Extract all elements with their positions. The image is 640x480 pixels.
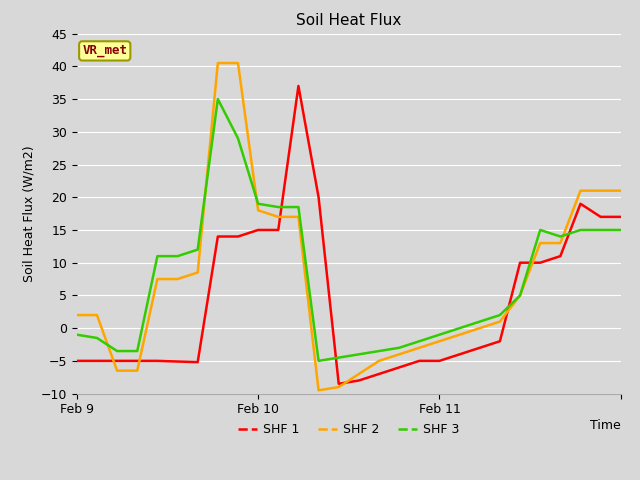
SHF 1 <box>234 234 242 240</box>
SHF 1 <box>516 260 524 265</box>
SHF 2 <box>617 188 625 193</box>
SHF 2 <box>254 207 262 213</box>
Legend: SHF 1, SHF 2, SHF 3: SHF 1, SHF 2, SHF 3 <box>233 419 465 441</box>
SHF 1 <box>496 338 504 344</box>
SHF 1 <box>597 214 605 220</box>
SHF 3 <box>254 201 262 207</box>
SHF 3 <box>294 204 302 210</box>
SHF 2 <box>294 214 302 220</box>
SHF 3 <box>234 135 242 141</box>
SHF 3 <box>557 234 564 240</box>
SHF 3 <box>113 348 121 354</box>
SHF 1 <box>577 201 584 207</box>
SHF 1 <box>73 358 81 364</box>
SHF 1 <box>194 360 202 365</box>
SHF 1 <box>415 358 423 364</box>
SHF 2 <box>113 368 121 373</box>
SHF 2 <box>557 240 564 246</box>
SHF 2 <box>516 292 524 298</box>
SHF 3 <box>436 332 444 337</box>
SHF 1 <box>294 83 302 89</box>
SHF 3 <box>617 227 625 233</box>
SHF 3 <box>536 227 544 233</box>
Text: Time: Time <box>590 419 621 432</box>
SHF 1 <box>456 351 463 357</box>
SHF 2 <box>415 345 423 351</box>
SHF 3 <box>577 227 584 233</box>
SHF 3 <box>93 335 100 341</box>
SHF 3 <box>173 253 181 259</box>
SHF 2 <box>536 240 544 246</box>
SHF 3 <box>154 253 161 259</box>
SHF 1 <box>617 214 625 220</box>
SHF 1 <box>536 260 544 265</box>
SHF 2 <box>275 214 282 220</box>
SHF 2 <box>214 60 221 66</box>
SHF 1 <box>375 371 383 377</box>
SHF 3 <box>73 332 81 337</box>
SHF 3 <box>496 312 504 318</box>
SHF 2 <box>456 332 463 337</box>
SHF 1 <box>214 234 221 240</box>
SHF 3 <box>315 358 323 364</box>
SHF 2 <box>335 384 342 390</box>
SHF 1 <box>275 227 282 233</box>
SHF 2 <box>93 312 100 318</box>
SHF 2 <box>396 351 403 357</box>
SHF 2 <box>476 325 484 331</box>
SHF 3 <box>355 351 363 357</box>
SHF 1 <box>476 345 484 351</box>
SHF 1 <box>254 227 262 233</box>
SHF 1 <box>154 358 161 364</box>
SHF 2 <box>375 358 383 364</box>
SHF 1 <box>557 253 564 259</box>
SHF 3 <box>214 96 221 102</box>
SHF 2 <box>73 312 81 318</box>
SHF 3 <box>396 345 403 351</box>
SHF 3 <box>194 247 202 252</box>
SHF 3 <box>335 355 342 360</box>
SHF 2 <box>234 60 242 66</box>
SHF 3 <box>516 292 524 298</box>
SHF 1 <box>436 358 444 364</box>
SHF 2 <box>173 276 181 282</box>
SHF 1 <box>396 364 403 370</box>
SHF 3 <box>415 338 423 344</box>
SHF 1 <box>355 378 363 384</box>
SHF 3 <box>476 319 484 324</box>
SHF 2 <box>154 276 161 282</box>
SHF 3 <box>597 227 605 233</box>
SHF 3 <box>456 325 463 331</box>
Line: SHF 2: SHF 2 <box>77 63 621 390</box>
SHF 1 <box>335 381 342 387</box>
SHF 1 <box>113 358 121 364</box>
SHF 3 <box>133 348 141 354</box>
SHF 2 <box>597 188 605 193</box>
Title: Soil Heat Flux: Soil Heat Flux <box>296 13 401 28</box>
Y-axis label: Soil Heat Flux (W/m2): Soil Heat Flux (W/m2) <box>22 145 35 282</box>
Text: VR_met: VR_met <box>82 44 127 58</box>
SHF 2 <box>496 319 504 324</box>
SHF 2 <box>194 270 202 276</box>
SHF 2 <box>577 188 584 193</box>
Line: SHF 1: SHF 1 <box>77 86 621 384</box>
SHF 2 <box>133 368 141 373</box>
SHF 2 <box>436 338 444 344</box>
SHF 1 <box>315 194 323 200</box>
SHF 3 <box>375 348 383 354</box>
SHF 2 <box>355 371 363 377</box>
Line: SHF 3: SHF 3 <box>77 99 621 361</box>
SHF 3 <box>275 204 282 210</box>
SHF 2 <box>315 387 323 393</box>
